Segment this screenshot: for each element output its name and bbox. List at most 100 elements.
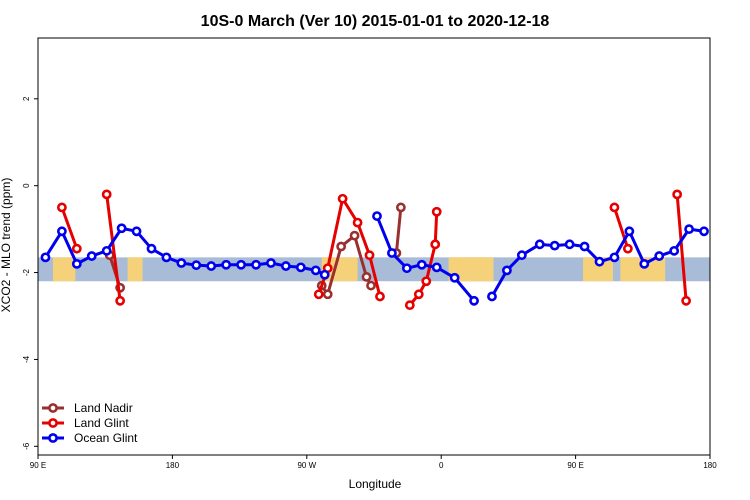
data-point (56, 202, 67, 213)
data-point (56, 226, 67, 237)
x-axis: 90 E 180 90 W 0 90 E 180 (30, 455, 717, 470)
series-line (105, 194, 122, 301)
data-point (699, 226, 709, 237)
data-point (639, 258, 650, 269)
x-tick-label: 90 E (30, 461, 46, 470)
data-point (609, 202, 620, 213)
legend-entry: Ocean Glint (74, 431, 138, 445)
data-point (71, 258, 82, 269)
y-axis-label: XCO2 - MLO trend (ppm) (0, 178, 13, 313)
data-point (319, 269, 330, 280)
chart-title: 10S-0 March (Ver 10) 2015-01-01 to 2020-… (201, 13, 550, 30)
data-point (322, 289, 333, 300)
y-tick-label: 0 (22, 183, 31, 188)
data-point (502, 265, 512, 276)
data-point (534, 239, 545, 250)
x-tick-label: 180 (166, 461, 180, 470)
y-tick-label: 2 (22, 96, 31, 101)
data-point (101, 189, 112, 200)
legend-swatch-marker (48, 433, 58, 443)
land-band-segment (620, 257, 666, 282)
data-point (579, 241, 590, 252)
data-point (115, 295, 126, 306)
y-tick-label: -6 (22, 442, 31, 450)
legend-entry: Land Nadir (74, 401, 133, 415)
legend-swatch-marker (48, 418, 58, 428)
data-point (449, 272, 460, 283)
land-band-segment (127, 257, 143, 282)
data-point (161, 252, 172, 263)
data-point (469, 295, 479, 306)
data-point (401, 263, 412, 274)
data-point (366, 280, 376, 291)
legend-swatch-marker (48, 403, 58, 413)
data-point (313, 289, 324, 300)
y-tick-label: -2 (22, 268, 31, 276)
land-band-segment (52, 257, 76, 282)
land-band-segment (321, 257, 358, 282)
data-point (206, 261, 217, 271)
data-point (681, 295, 692, 306)
land-band-segment (459, 257, 489, 282)
data-point (549, 240, 560, 251)
series-line (394, 207, 403, 254)
legend-entry: Land Glint (74, 416, 129, 430)
data-point (372, 211, 382, 221)
data-point (421, 276, 432, 287)
data-point (280, 261, 291, 271)
data-point (236, 259, 246, 270)
y-tick-label: -4 (22, 355, 31, 363)
series-line (675, 194, 688, 301)
data-point (251, 259, 261, 270)
series-layer (40, 189, 709, 311)
data-point (624, 226, 635, 237)
data-point (295, 262, 306, 273)
data-point (431, 262, 442, 273)
data-point (191, 260, 202, 271)
data-point (221, 259, 232, 270)
data-point (654, 251, 665, 261)
data-point (101, 245, 112, 256)
data-point (594, 256, 605, 267)
data-point (352, 217, 363, 228)
series-land-nadir (104, 202, 406, 300)
data-point (131, 226, 142, 237)
data-point (431, 206, 442, 217)
data-point (364, 250, 375, 261)
data-point (336, 241, 347, 252)
data-point (310, 265, 321, 276)
data-point (672, 189, 683, 200)
x-tick-label: 180 (703, 461, 717, 470)
data-point (487, 291, 497, 302)
plot-frame (37, 37, 711, 456)
data-point (146, 243, 157, 254)
data-point (40, 252, 51, 263)
data-point (684, 224, 694, 235)
data-point (71, 243, 82, 254)
data-point (176, 258, 187, 268)
series-line (613, 206, 630, 250)
data-point (516, 250, 527, 261)
data-point (413, 289, 424, 300)
data-point (669, 245, 680, 256)
y-axis: 2 0 -2 -4 -6 (22, 96, 38, 450)
data-point (266, 258, 276, 268)
data-point (361, 272, 372, 282)
data-point (395, 202, 406, 213)
series-ocean-glint (40, 211, 709, 306)
series-line (60, 206, 79, 250)
data-point (622, 243, 633, 254)
x-axis-label: Longitude (349, 477, 402, 491)
data-point (430, 239, 441, 250)
x-tick-label: 90 W (297, 461, 316, 470)
data-point (416, 259, 427, 270)
data-point (86, 251, 97, 261)
land-band-segment (583, 257, 613, 282)
data-point (349, 230, 360, 241)
x-tick-label: 0 (439, 461, 444, 470)
data-point (404, 300, 415, 311)
data-point (387, 248, 397, 258)
data-point (337, 193, 348, 204)
